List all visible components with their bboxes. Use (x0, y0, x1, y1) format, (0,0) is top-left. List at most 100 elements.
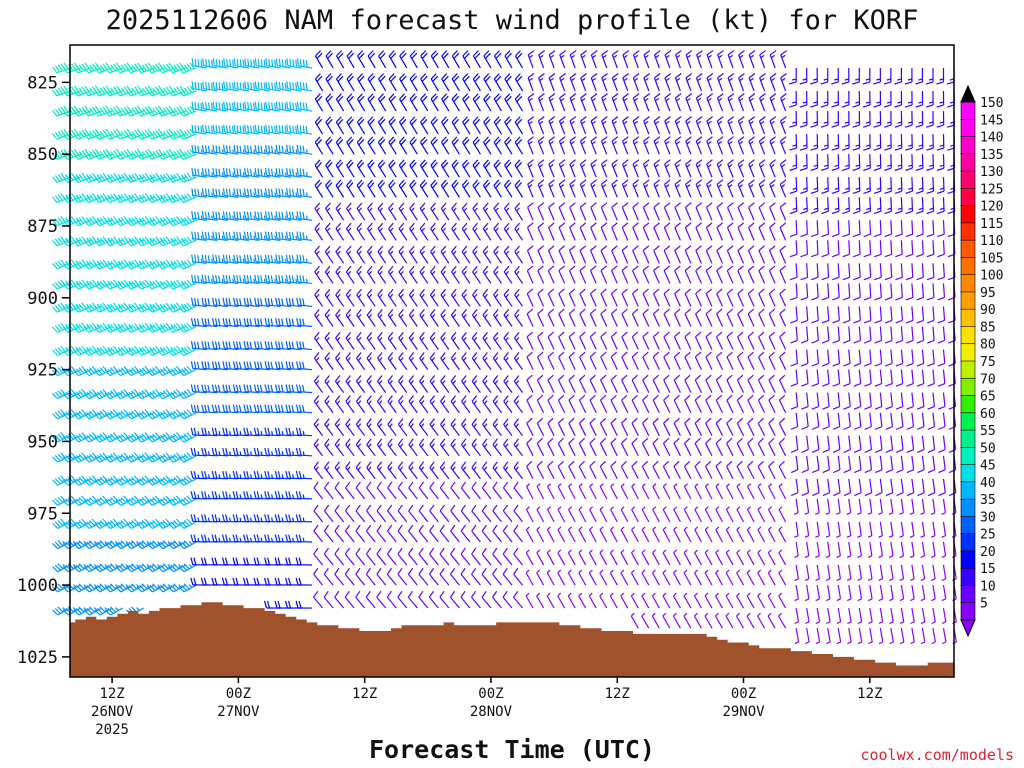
wind-barb (104, 540, 123, 550)
chart-title: 2025112606 NAM forecast wind profile (kt… (106, 5, 919, 36)
wind-barb (201, 361, 218, 371)
wind-barb (146, 518, 165, 530)
wind-barb (286, 58, 302, 69)
wind-barb (356, 179, 366, 198)
wind-barb (367, 179, 376, 198)
wind-barb (285, 254, 302, 264)
wind-barb (324, 332, 334, 350)
wind-barb (211, 427, 228, 437)
wind-barb (254, 211, 271, 221)
wind-barb (211, 317, 228, 328)
wind-barb (232, 384, 249, 394)
wind-barb (233, 167, 249, 178)
wind-barb (167, 583, 187, 593)
credit-text: coolwx.com/models (860, 746, 1014, 764)
wind-barb (264, 297, 281, 308)
wind-barb (232, 427, 249, 437)
wind-barb (274, 427, 292, 437)
wind-barb (83, 540, 102, 550)
wind-barb (212, 188, 228, 198)
wind-barb (335, 93, 345, 112)
wind-barb (409, 179, 418, 198)
wind-barb (285, 211, 302, 221)
colorbar-segment (960, 274, 976, 293)
wind-barb (275, 211, 292, 221)
colorbar-segment (960, 464, 976, 483)
wind-barb (223, 81, 239, 92)
wind-barb (397, 524, 408, 543)
colorbar-label: 35 (980, 493, 996, 508)
wind-barb (222, 341, 239, 351)
wind-barb (398, 352, 408, 370)
wind-barb (222, 144, 239, 155)
wind-barb (222, 274, 239, 285)
wind-barb (296, 231, 313, 241)
wind-barb (386, 590, 397, 609)
wind-barb (94, 583, 113, 593)
wind-barb (136, 583, 155, 593)
wind-barb (115, 62, 134, 74)
wind-barb (377, 116, 387, 135)
wind-barb (73, 583, 92, 593)
wind-barb (264, 447, 281, 457)
wind-barb (285, 231, 302, 241)
wind-barb (376, 395, 387, 414)
wind-barb (178, 279, 197, 290)
wind-barb (178, 540, 197, 550)
wind-barb (275, 254, 292, 264)
wind-barb (167, 388, 187, 400)
wind-barb (388, 179, 397, 198)
wind-barb (324, 288, 334, 307)
wind-barb (345, 418, 355, 437)
wind-barb (356, 136, 366, 155)
wind-barb (355, 547, 366, 566)
wind-barb (274, 384, 292, 394)
wind-barb (254, 101, 271, 112)
wind-barb (377, 179, 387, 198)
wind-barb (377, 309, 387, 327)
wind-barb (115, 583, 134, 593)
wind-barb (296, 167, 313, 178)
wind-barb (73, 475, 92, 486)
wind-barb (377, 288, 387, 307)
wind-barb (178, 85, 197, 97)
wind-barb (191, 58, 207, 69)
wind-barb (178, 518, 197, 530)
x-tick-label: 12Z (99, 686, 124, 702)
wind-barb (313, 418, 324, 437)
colorbar-top-cap (960, 84, 976, 103)
wind-barb (345, 222, 355, 241)
wind-barb (397, 504, 408, 523)
colorbar-label: 135 (980, 148, 1003, 163)
wind-barb (324, 461, 334, 480)
colorbar-segment (960, 188, 976, 207)
wind-barb (136, 563, 155, 573)
wind-barb (376, 418, 387, 437)
colorbar-segment (960, 326, 976, 345)
wind-barb (115, 495, 134, 506)
wind-barb (191, 101, 207, 112)
wind-barb (334, 590, 345, 609)
colorbar-label: 25 (980, 528, 996, 543)
wind-barb (345, 375, 355, 393)
wind-barb (398, 159, 408, 178)
wind-barb (52, 495, 71, 506)
wind-barb (296, 254, 313, 264)
wind-barb (335, 222, 345, 241)
colorbar-segment (960, 222, 976, 241)
wind-barb (264, 361, 281, 371)
y-tick-label: 1025 (17, 648, 58, 668)
wind-barb (345, 438, 355, 457)
wind-barb (115, 452, 134, 463)
wind-barb (365, 547, 376, 566)
colorbar-label: 145 (980, 113, 1003, 128)
wind-barb (398, 222, 408, 241)
colorbar-label: 85 (980, 320, 996, 335)
wind-barb (334, 395, 345, 414)
wind-barb (83, 606, 102, 616)
wind-barb (264, 534, 281, 543)
colorbar-segment (960, 153, 976, 172)
wind-barb (296, 211, 313, 221)
wind-barb (264, 254, 281, 264)
wind-barb (345, 352, 355, 370)
